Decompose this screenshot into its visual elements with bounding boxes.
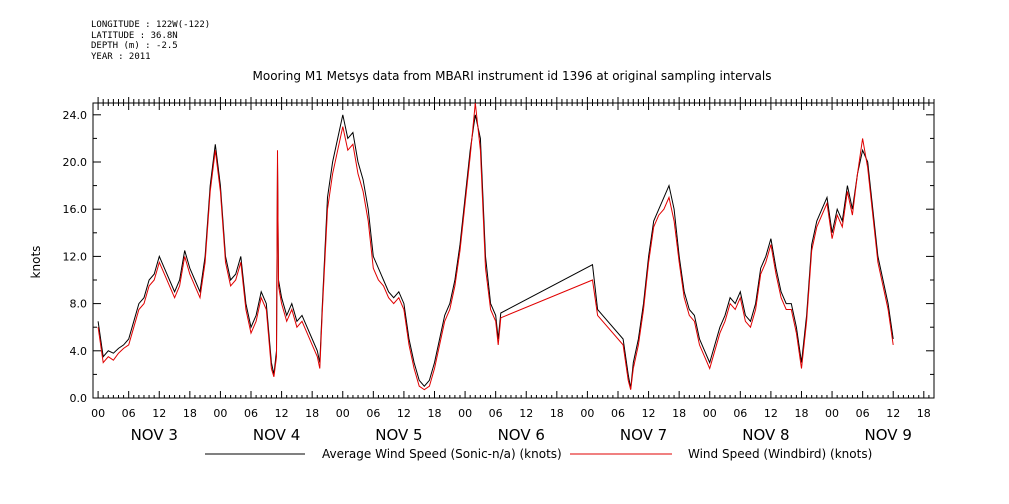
x-tick-label: 06 bbox=[122, 407, 136, 420]
x-tick-label: 00 bbox=[703, 407, 717, 420]
x-tick-label: 06 bbox=[244, 407, 258, 420]
depth-label: DEPTH (m) : -2.5 bbox=[91, 41, 178, 51]
plot-frame bbox=[92, 102, 935, 399]
series-line-2 bbox=[97, 102, 894, 391]
y-tick-label: 12.0 bbox=[63, 250, 88, 263]
x-tick-label: 12 bbox=[275, 407, 289, 420]
x-tick-label: 00 bbox=[580, 407, 594, 420]
x-tick-label: 00 bbox=[336, 407, 350, 420]
latitude-label: LATITUDE : 36.8N bbox=[91, 30, 178, 41]
x-day-label: NOV 3 bbox=[131, 426, 178, 444]
x-tick-label: 06 bbox=[489, 407, 503, 420]
y-tick-label: 20.0 bbox=[63, 156, 88, 169]
x-tick-label: 12 bbox=[642, 407, 656, 420]
x-tick-label: 12 bbox=[152, 407, 166, 420]
x-day-label: NOV 7 bbox=[620, 426, 667, 444]
y-axis-label: knots bbox=[29, 246, 43, 279]
x-day-label: NOV 5 bbox=[375, 426, 422, 444]
x-tick-label: 12 bbox=[886, 407, 900, 420]
x-tick-label: 18 bbox=[672, 407, 686, 420]
x-tick-label: 00 bbox=[213, 407, 227, 420]
x-tick-label: 06 bbox=[733, 407, 747, 420]
y-tick-label: 8.0 bbox=[70, 298, 88, 311]
year-label: YEAR : 2011 bbox=[91, 51, 151, 62]
x-tick-label: 18 bbox=[305, 407, 319, 420]
y-tick-label: 16.0 bbox=[63, 203, 88, 216]
x-tick-label: 18 bbox=[917, 407, 931, 420]
x-day-label: NOV 9 bbox=[865, 426, 912, 444]
x-tick-label: 00 bbox=[91, 407, 105, 420]
metadata-block: LONGITUDE : 122W(-122) LATITUDE : 36.8N DE… bbox=[91, 20, 210, 62]
legend-label-1: Average Wind Speed (Sonic-n/a) (knots) bbox=[322, 447, 562, 461]
x-day-label: NOV 8 bbox=[742, 426, 789, 444]
series-line-1 bbox=[97, 114, 894, 389]
x-tick-label: 12 bbox=[764, 407, 778, 420]
x-tick-label: 06 bbox=[611, 407, 625, 420]
x-tick-label: 06 bbox=[856, 407, 870, 420]
x-tick-label: 00 bbox=[825, 407, 839, 420]
x-tick-label: 18 bbox=[550, 407, 564, 420]
y-tick-label: 4.0 bbox=[70, 345, 88, 358]
series-layer bbox=[97, 102, 894, 391]
legend: Average Wind Speed (Sonic-n/a) (knots) Wi… bbox=[205, 447, 872, 461]
x-tick-label: 18 bbox=[794, 407, 808, 420]
x-tick-label: 18 bbox=[183, 407, 197, 420]
chart-axes: 0.0 4.0 8.0 12.0 16.0 20.0 24.0 00 06 12 18 00 06 12 1… bbox=[63, 97, 935, 444]
x-day-label: NOV 6 bbox=[498, 426, 545, 444]
x-tick-label: 00 bbox=[458, 407, 472, 420]
x-tick-label: 18 bbox=[427, 407, 441, 420]
x-tick-label: 12 bbox=[519, 407, 533, 420]
x-tick-label: 12 bbox=[397, 407, 411, 420]
legend-label-2: Wind Speed (Windbird) (knots) bbox=[688, 447, 872, 461]
y-tick-label: 24.0 bbox=[63, 109, 88, 122]
y-tick-label: 0.0 bbox=[70, 392, 88, 405]
x-day-label: NOV 4 bbox=[253, 426, 300, 444]
chart-title: Mooring M1 Metsys data from MBARI instru… bbox=[253, 69, 772, 83]
x-tick-label: 06 bbox=[366, 407, 380, 420]
longitude-label: LONGITUDE : 122W(-122) bbox=[91, 20, 211, 30]
